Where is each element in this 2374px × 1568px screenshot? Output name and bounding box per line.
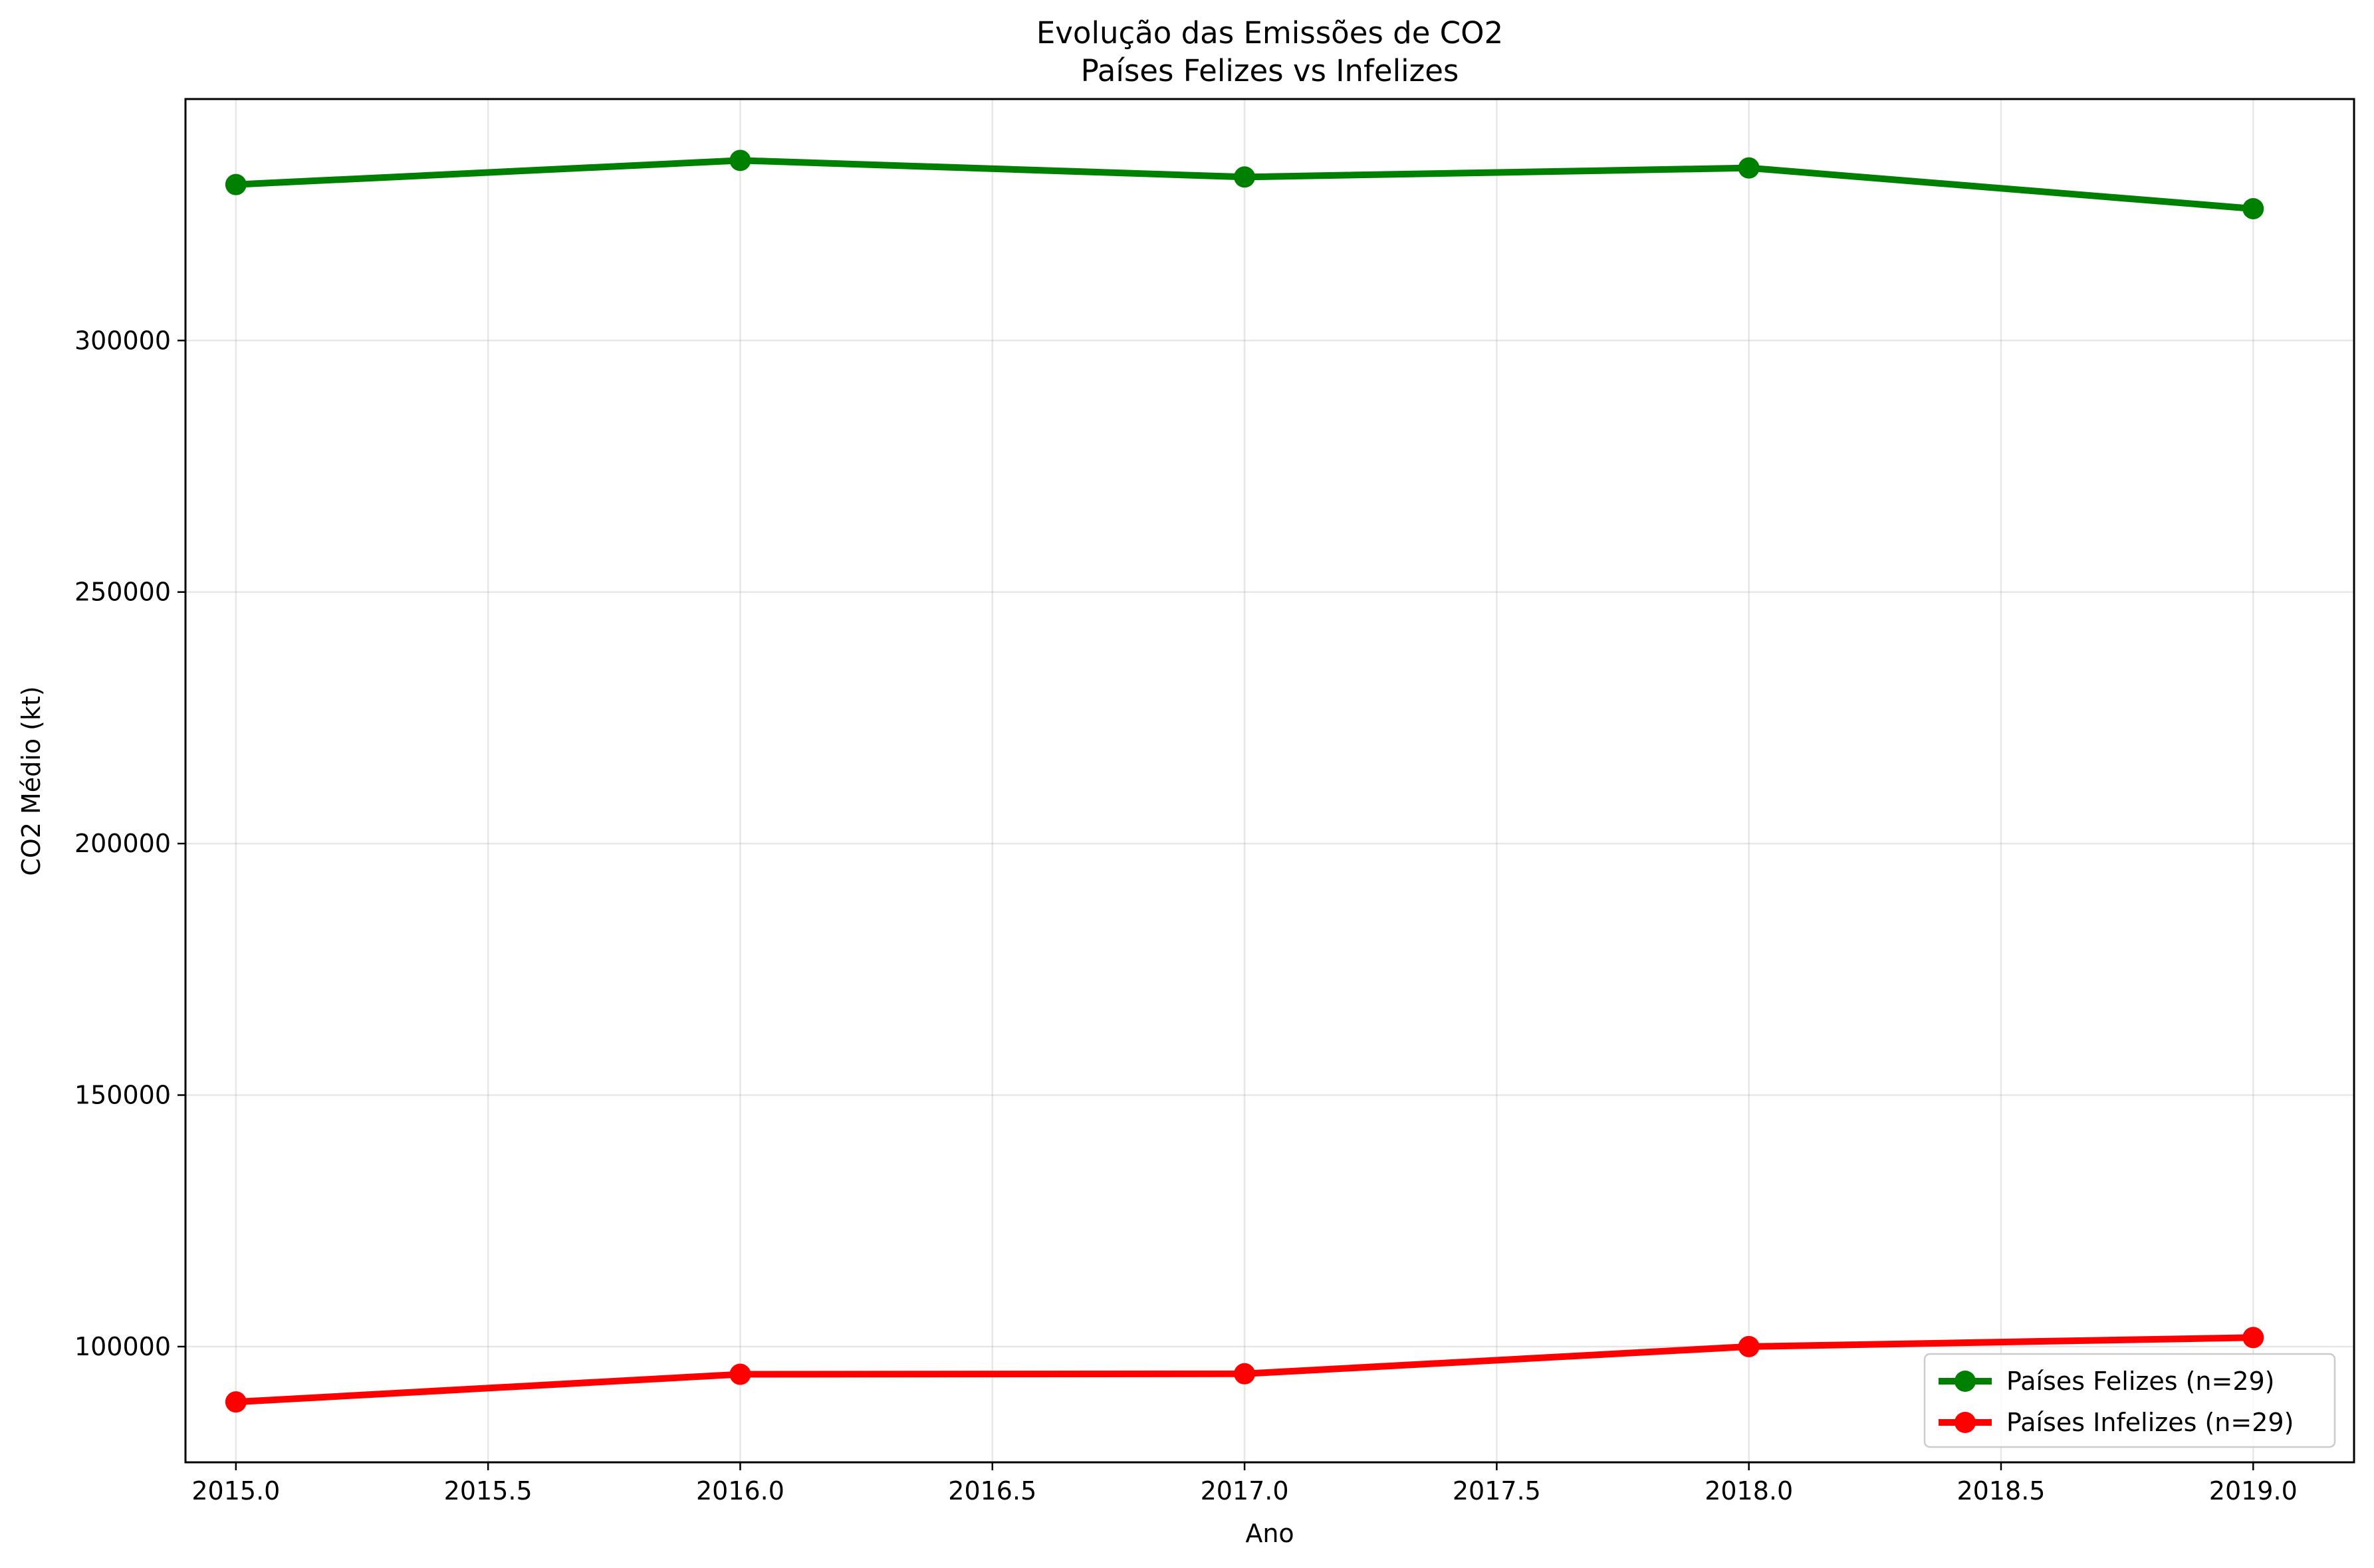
x-tick-label: 2016.5 xyxy=(948,1476,1036,1506)
data-point xyxy=(1234,1363,1256,1385)
legend-item: Países Infelizes (n=29) xyxy=(1939,1408,2294,1437)
y-tick-label: 100000 xyxy=(74,1332,171,1361)
data-point xyxy=(1738,157,1760,179)
grid-layer xyxy=(185,99,2354,1462)
plot-frame xyxy=(184,98,2355,1464)
legend-marker-swatch xyxy=(1955,1412,1976,1433)
tick-layer: 2015.0 2015.5 2016.0 2016.5 2017.0 2017.5 2018… xyxy=(74,326,2298,1506)
y-tick-label: 300000 xyxy=(74,326,171,355)
legend-label: Países Felizes (n=29) xyxy=(2006,1367,2275,1396)
data-point xyxy=(729,150,751,171)
x-tick-label: 2018.0 xyxy=(1705,1476,1793,1506)
data-point xyxy=(729,1363,751,1385)
legend-item: Países Felizes (n=29) xyxy=(1939,1367,2275,1396)
data-point xyxy=(225,173,247,195)
data-point xyxy=(1234,166,1256,188)
data-point xyxy=(2242,197,2264,219)
y-axis-label: CO2 Médio (kt) xyxy=(17,686,46,875)
x-tick-label: 2017.0 xyxy=(1201,1476,1289,1506)
data-point xyxy=(2242,1327,2264,1349)
y-tick-label: 250000 xyxy=(74,578,171,607)
data-point xyxy=(1738,1335,1760,1357)
x-axis-label: Ano xyxy=(1245,1519,1294,1548)
x-tick-label: 2018.5 xyxy=(1957,1476,2045,1506)
y-tick-label: 200000 xyxy=(74,829,171,858)
legend-marker-swatch xyxy=(1955,1371,1976,1392)
legend-box xyxy=(1923,1353,2336,1448)
legend-label: Países Infelizes (n=29) xyxy=(2006,1408,2294,1437)
series-2 xyxy=(225,1327,2264,1413)
x-tick-label: 2015.5 xyxy=(444,1476,533,1506)
data-point xyxy=(225,1391,247,1413)
x-tick-label: 2019.0 xyxy=(2209,1476,2298,1506)
x-tick-label: 2016.0 xyxy=(696,1476,784,1506)
chart-subtitle: Países Felizes vs Infelizes xyxy=(1081,53,1459,88)
legend-items: Países Felizes (n=29) Países Infelizes (n… xyxy=(1939,1367,2294,1437)
chart-title: Evolução das Emissões de CO2 xyxy=(1036,15,1503,51)
x-tick-label: 2017.5 xyxy=(1453,1476,1541,1506)
legend: Países Felizes (n=29) Países Infelizes (n… xyxy=(1923,1353,2336,1448)
series-1 xyxy=(225,150,2264,219)
y-tick-label: 150000 xyxy=(74,1081,171,1110)
x-tick-label: 2015.0 xyxy=(191,1476,280,1506)
series-layer xyxy=(225,150,2264,1413)
